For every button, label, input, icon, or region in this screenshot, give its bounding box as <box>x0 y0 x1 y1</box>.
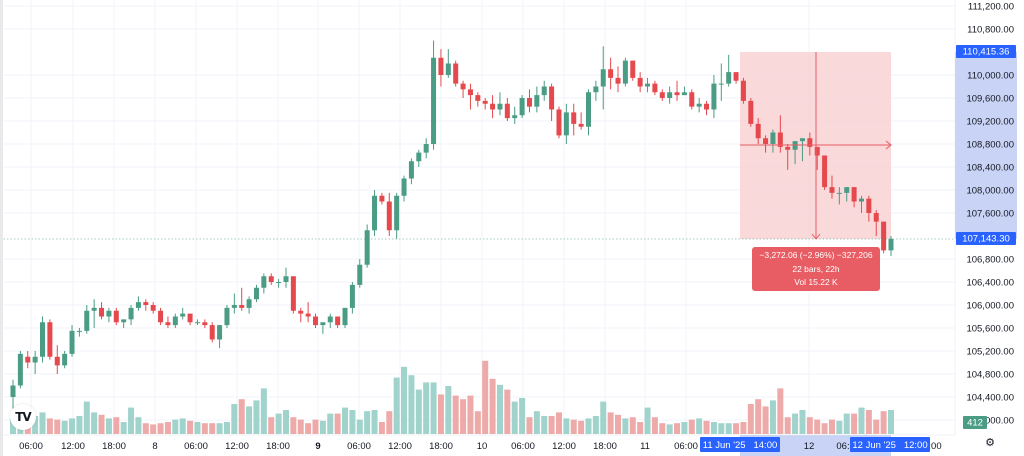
svg-text:109,600.00: 109,600.00 <box>966 94 1014 105</box>
svg-text:104,400.00: 104,400.00 <box>966 393 1014 404</box>
svg-text:12:00: 12:00 <box>388 441 412 452</box>
time-badge-start: 11 Jun '25 14:00 <box>700 437 780 452</box>
svg-text:106,800.00: 106,800.00 <box>966 255 1014 266</box>
svg-text:108,800.00: 108,800.00 <box>966 140 1014 151</box>
time-badge-end: 12 Jun '25 12:00 <box>850 437 930 452</box>
svg-text:10: 10 <box>477 441 488 452</box>
svg-text:12:00: 12:00 <box>225 441 249 452</box>
price-axis-highlight <box>955 52 1017 239</box>
volume-badge: 412 <box>963 416 987 429</box>
tradingview-logo[interactable]: TV <box>10 404 36 430</box>
svg-text:111,200.00: 111,200.00 <box>968 2 1014 13</box>
svg-text:110,415.36: 110,415.36 <box>963 47 1010 58</box>
svg-text:104,000.00: 104,000.00 <box>966 416 1014 427</box>
gear-icon[interactable]: ⚙ <box>985 437 995 449</box>
svg-text::00: :00 <box>928 441 941 452</box>
svg-text:109,200.00: 109,200.00 <box>966 117 1014 128</box>
range-measure-tooltip: −3,272.06 (−2.96%) −327,206 22 bars, 22h… <box>752 247 880 291</box>
last-price-badge: 107,143.30 <box>956 232 1016 245</box>
price-axis[interactable]: 111,200.00 110,800.00 110,000.00 109,600.00… <box>966 2 1014 427</box>
svg-text:06:00: 06:00 <box>19 441 43 452</box>
time-axis[interactable]: 06:00 12:00 18:00 8 06:00 12:00 18:00 9 06:00 12:… <box>19 441 942 452</box>
range-volume: Vol 15.22 K <box>794 277 838 287</box>
svg-text:108,000.00: 108,000.00 <box>966 186 1014 197</box>
svg-text:18:00: 18:00 <box>593 441 617 452</box>
svg-text:110,800.00: 110,800.00 <box>967 25 1014 36</box>
svg-text:12:00: 12:00 <box>61 441 85 452</box>
svg-text:104,800.00: 104,800.00 <box>966 370 1014 381</box>
svg-text:11 Jun '25 14:00: 11 Jun '25 14:00 <box>703 440 778 451</box>
svg-text:06:00: 06:00 <box>674 441 698 452</box>
svg-text:06:00: 06:00 <box>184 441 208 452</box>
svg-text:12:00: 12:00 <box>552 441 576 452</box>
range-bars: 22 bars, 22h <box>792 263 840 274</box>
svg-text:9: 9 <box>315 441 320 452</box>
svg-text:12 Jun '25 12:00: 12 Jun '25 12:00 <box>852 440 927 451</box>
grid-lines <box>0 0 955 435</box>
svg-text:8: 8 <box>152 441 157 452</box>
svg-text:18:00: 18:00 <box>102 441 126 452</box>
range-change: −3,272.06 (−2.96%) −327,206 <box>759 250 873 260</box>
svg-text:412: 412 <box>967 418 983 429</box>
svg-text:06:00: 06:00 <box>511 441 535 452</box>
svg-text:110,000.00: 110,000.00 <box>967 71 1014 82</box>
svg-text:11: 11 <box>640 441 650 452</box>
arrow-down-icon <box>811 233 821 240</box>
svg-text:105,200.00: 105,200.00 <box>966 347 1014 358</box>
svg-text:106,400.00: 106,400.00 <box>966 278 1014 289</box>
volume-bars <box>10 360 894 434</box>
svg-text:105,600.00: 105,600.00 <box>966 324 1014 335</box>
svg-text:18:00: 18:00 <box>266 441 290 452</box>
crosshair-price-badge: 110,415.36 <box>956 45 1016 58</box>
left-edge <box>0 0 3 456</box>
svg-text:107,600.00: 107,600.00 <box>966 209 1014 220</box>
arrow-right-icon <box>885 140 892 150</box>
svg-text:06:: 06: <box>836 441 849 452</box>
svg-text:06:00: 06:00 <box>347 441 371 452</box>
svg-text:106,000.00: 106,000.00 <box>966 301 1014 312</box>
svg-text:107,143.30: 107,143.30 <box>962 234 1010 245</box>
svg-text:108,400.00: 108,400.00 <box>966 163 1014 174</box>
svg-text:18:00: 18:00 <box>429 441 453 452</box>
svg-text:12: 12 <box>804 441 815 452</box>
